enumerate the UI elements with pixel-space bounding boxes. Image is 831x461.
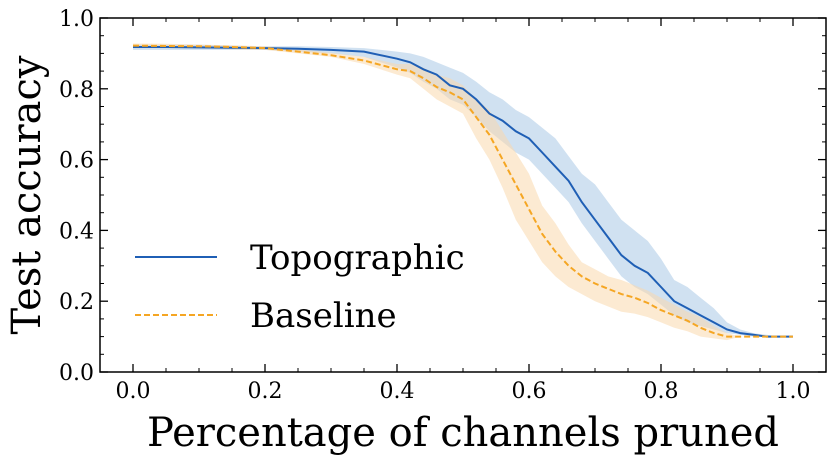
confidence-bands — [133, 43, 793, 341]
y-tick-label: 0.8 — [59, 78, 94, 103]
x-tick-label: 0.6 — [512, 379, 547, 404]
x-tick-label: 0.0 — [116, 379, 151, 404]
y-tick-label: 0.4 — [59, 219, 94, 244]
series-lines — [132, 44, 793, 338]
legend: Topographic Baseline — [135, 238, 465, 336]
legend-label-topographic: Topographic — [250, 238, 465, 278]
x-axis-label: Percentage of channels pruned — [147, 410, 779, 456]
y-tick-label: 0.2 — [59, 290, 94, 315]
y-axis-label: Test accuracy — [4, 55, 50, 334]
legend-label-baseline: Baseline — [250, 296, 397, 336]
x-tick-label: 0.2 — [248, 379, 283, 404]
band-baseline — [133, 43, 793, 341]
y-tick-label: 0.6 — [59, 149, 94, 174]
axis-ticks: 0.0 0.2 0.4 0.6 0.8 1.0 0.0 0.2 0.4 0.6 0.8 1.0 — [59, 7, 827, 404]
series-line-topographic — [133, 46, 793, 338]
y-tick-label: 0.0 — [59, 361, 94, 386]
x-tick-label: 0.8 — [644, 379, 679, 404]
band-topographic — [133, 44, 793, 337]
series-line-baseline — [132, 44, 793, 338]
x-tick-label: 0.4 — [380, 379, 415, 404]
x-tick-label: 1.0 — [776, 379, 811, 404]
y-tick-label: 1.0 — [59, 7, 94, 32]
